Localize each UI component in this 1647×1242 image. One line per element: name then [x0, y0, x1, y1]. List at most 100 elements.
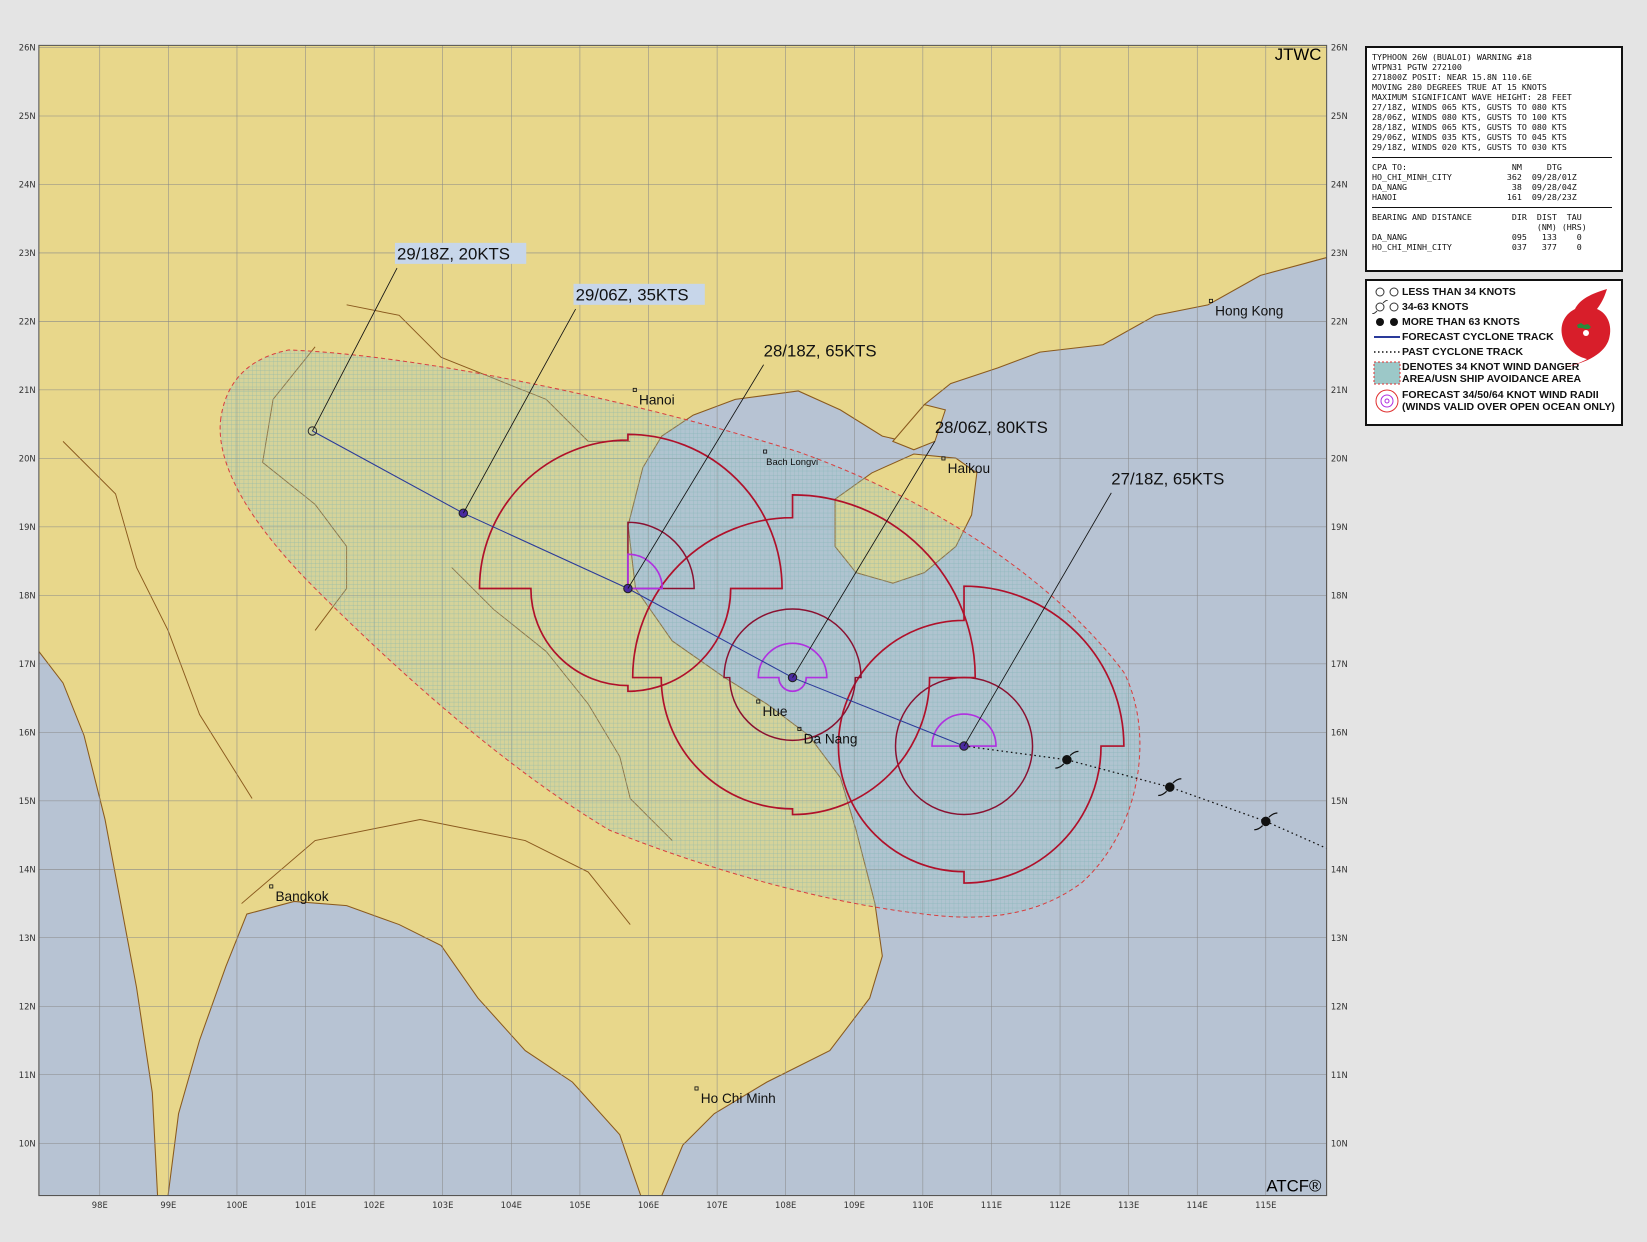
- info-line: TYPHOON 26W (BUALOI) WARNING #18: [1372, 52, 1532, 62]
- lat-tick-label: 15N: [19, 796, 36, 806]
- legend-label: FORECAST CYCLONE TRACK: [1402, 331, 1554, 343]
- lat-tick-label-right: 21N: [1331, 385, 1348, 395]
- gulf-of-thailand: [167, 900, 642, 1196]
- legend-item: 34-63 KNOTS: [1372, 299, 1616, 314]
- city-marker: [632, 387, 637, 392]
- city-label: Hanoi: [639, 393, 675, 408]
- lat-tick-label-right: 18N: [1331, 591, 1348, 601]
- lon-tick-label: 100E: [226, 1200, 247, 1210]
- map-frame: [38, 44, 1328, 1197]
- lon-tick-label: 109E: [844, 1200, 865, 1210]
- label-background: [394, 242, 527, 264]
- lat-tick-label-right: 22N: [1331, 317, 1348, 327]
- city-label: Hong Kong: [1215, 304, 1283, 319]
- lat-tick-label: 26N: [19, 43, 36, 53]
- legend-label: PAST CYCLONE TRACK: [1402, 346, 1523, 358]
- lat-tick-label-right: 12N: [1331, 1001, 1348, 1011]
- info-line: HANOI 161 09/28/23Z: [1372, 192, 1577, 202]
- label-background: [573, 283, 705, 305]
- lon-tick-label: 102E: [363, 1200, 384, 1210]
- city-label: Hue: [762, 704, 787, 719]
- lon-tick-label: 112E: [1049, 1200, 1070, 1210]
- legend-label: 34-63 KNOTS: [1402, 301, 1469, 313]
- label-leader-line: [792, 441, 936, 678]
- lat-tick-label-right: 26N: [1331, 43, 1348, 53]
- lat-tick-label-right: 15N: [1331, 796, 1348, 806]
- forecast-label: 28/18Z, 65KTS: [764, 341, 877, 360]
- legend-label: DENOTES 34 KNOT WIND DANGER AREA/USN SHIP…: [1402, 361, 1581, 385]
- divider: [1372, 157, 1612, 158]
- r34-wind-radii: [478, 433, 783, 693]
- lat-tick-label: 17N: [19, 659, 36, 669]
- info-line: HO_CHI_MINH_CITY 362 09/28/01Z: [1372, 172, 1577, 182]
- past-position-cyclone-icon: [1055, 750, 1079, 769]
- lat-tick-label-right: 14N: [1331, 864, 1348, 874]
- info-line: 27/18Z, WINDS 065 KTS, GUSTS TO 080 KTS: [1372, 102, 1567, 112]
- r34-wind-radii: [631, 494, 977, 816]
- lat-tick-label-right: 19N: [1331, 522, 1348, 532]
- legend-panel: LESS THAN 34 KNOTS 34-63 KNOTS MORE THAN 6…: [1365, 279, 1623, 426]
- info-line: (NM) (HRS): [1372, 222, 1587, 232]
- legend-label-line: LESS THAN 34 KNOTS: [1402, 285, 1516, 298]
- city-label: Bach Longvi: [766, 457, 818, 468]
- info-line: CPA TO: NM DTG: [1372, 162, 1562, 172]
- lon-tick-label: 103E: [432, 1200, 453, 1210]
- legend-label-line: PAST CYCLONE TRACK: [1402, 345, 1524, 358]
- divider: [1372, 207, 1612, 208]
- info-line: 29/18Z, WINDS 020 KTS, GUSTS TO 030 KTS: [1372, 142, 1567, 152]
- lat-tick-label-right: 20N: [1331, 454, 1348, 464]
- forecast-label: 29/18Z, 20KTS: [397, 245, 510, 264]
- forecast-label: 27/18Z, 65KTS: [1111, 469, 1224, 488]
- lat-tick-label-right: 11N: [1331, 1070, 1348, 1080]
- legend-label-line: 34-63 KNOTS: [1402, 300, 1469, 313]
- r64-wind-radii: [627, 553, 664, 590]
- lon-tick-label: 104E: [501, 1200, 522, 1210]
- city-marker: [756, 699, 761, 704]
- lat-tick-label: 11N: [19, 1070, 36, 1080]
- info-line: BEARING AND DISTANCE DIR DIST TAU: [1372, 212, 1582, 222]
- cpa-lines: CPA TO: NM DTG HO_CHI_MINH_CITY 362 09/28…: [1372, 162, 1616, 202]
- info-line: DA_NANG 38 09/28/04Z: [1372, 182, 1577, 192]
- info-line: WTPN31 PGTW 272100: [1372, 62, 1462, 72]
- filled-cyclone-icon: [1372, 315, 1402, 329]
- lat-lon-grid: [38, 45, 1327, 1196]
- lat-tick-label: 18N: [19, 591, 36, 601]
- legend-item: FORECAST CYCLONE TRACK: [1372, 329, 1616, 344]
- jtwc-logo: [1561, 289, 1611, 367]
- legend-item: DENOTES 34 KNOT WIND DANGER AREA/USN SHIP…: [1372, 359, 1616, 387]
- info-line: MOVING 280 DEGREES TRUE AT 15 KNOTS: [1372, 82, 1547, 92]
- lon-tick-label: 98E: [92, 1200, 108, 1210]
- lon-tick-label: 105E: [569, 1200, 590, 1210]
- lat-tick-label: 25N: [19, 111, 36, 121]
- lat-tick-label: 14N: [19, 864, 36, 874]
- city-marker: [763, 449, 768, 454]
- open-cyclone-icon: [1372, 299, 1402, 314]
- lat-tick-label-right: 23N: [1331, 248, 1348, 258]
- bearing-lines: BEARING AND DISTANCE DIR DIST TAU (NM) (…: [1372, 212, 1616, 252]
- legend-label-line: (WINDS VALID OVER OPEN OCEAN ONLY): [1402, 401, 1615, 413]
- warning-lines: TYPHOON 26W (BUALOI) WARNING #18 WTPN31 P…: [1372, 52, 1616, 152]
- lon-tick-label: 111E: [981, 1200, 1002, 1210]
- lat-tick-label: 21N: [19, 385, 36, 395]
- lon-tick-label: 114E: [1187, 1200, 1208, 1210]
- label-leader-line: [462, 308, 576, 514]
- lat-tick-label-right: 24N: [1331, 180, 1348, 190]
- atcf-label: ATCF®: [1266, 1176, 1322, 1195]
- lat-tick-label: 23N: [19, 248, 36, 258]
- city-marker: [1208, 298, 1213, 303]
- andaman-sea: [38, 650, 159, 1196]
- forecast-position-icon: [307, 426, 318, 436]
- lat-tick-label-right: 17N: [1331, 659, 1348, 669]
- city-label: Ho Chi Minh: [701, 1091, 776, 1106]
- lon-tick-label: 110E: [912, 1200, 933, 1210]
- legend-label-line: FORECAST CYCLONE TRACK: [1402, 330, 1554, 343]
- info-line: 271800Z POSIT: NEAR 15.8N 110.6E: [1372, 72, 1532, 82]
- hollow-circle-icon: [1372, 285, 1402, 299]
- forecast-label: 28/06Z, 80KTS: [935, 418, 1048, 437]
- wind-danger-area: [219, 349, 1141, 918]
- hatched-area-icon: [1372, 361, 1402, 385]
- lat-tick-label: 20N: [19, 454, 36, 464]
- warning-info-panel: TYPHOON 26W (BUALOI) WARNING #18 WTPN31 P…: [1365, 46, 1623, 272]
- info-line: 29/06Z, WINDS 035 KTS, GUSTS TO 045 KTS: [1372, 132, 1567, 142]
